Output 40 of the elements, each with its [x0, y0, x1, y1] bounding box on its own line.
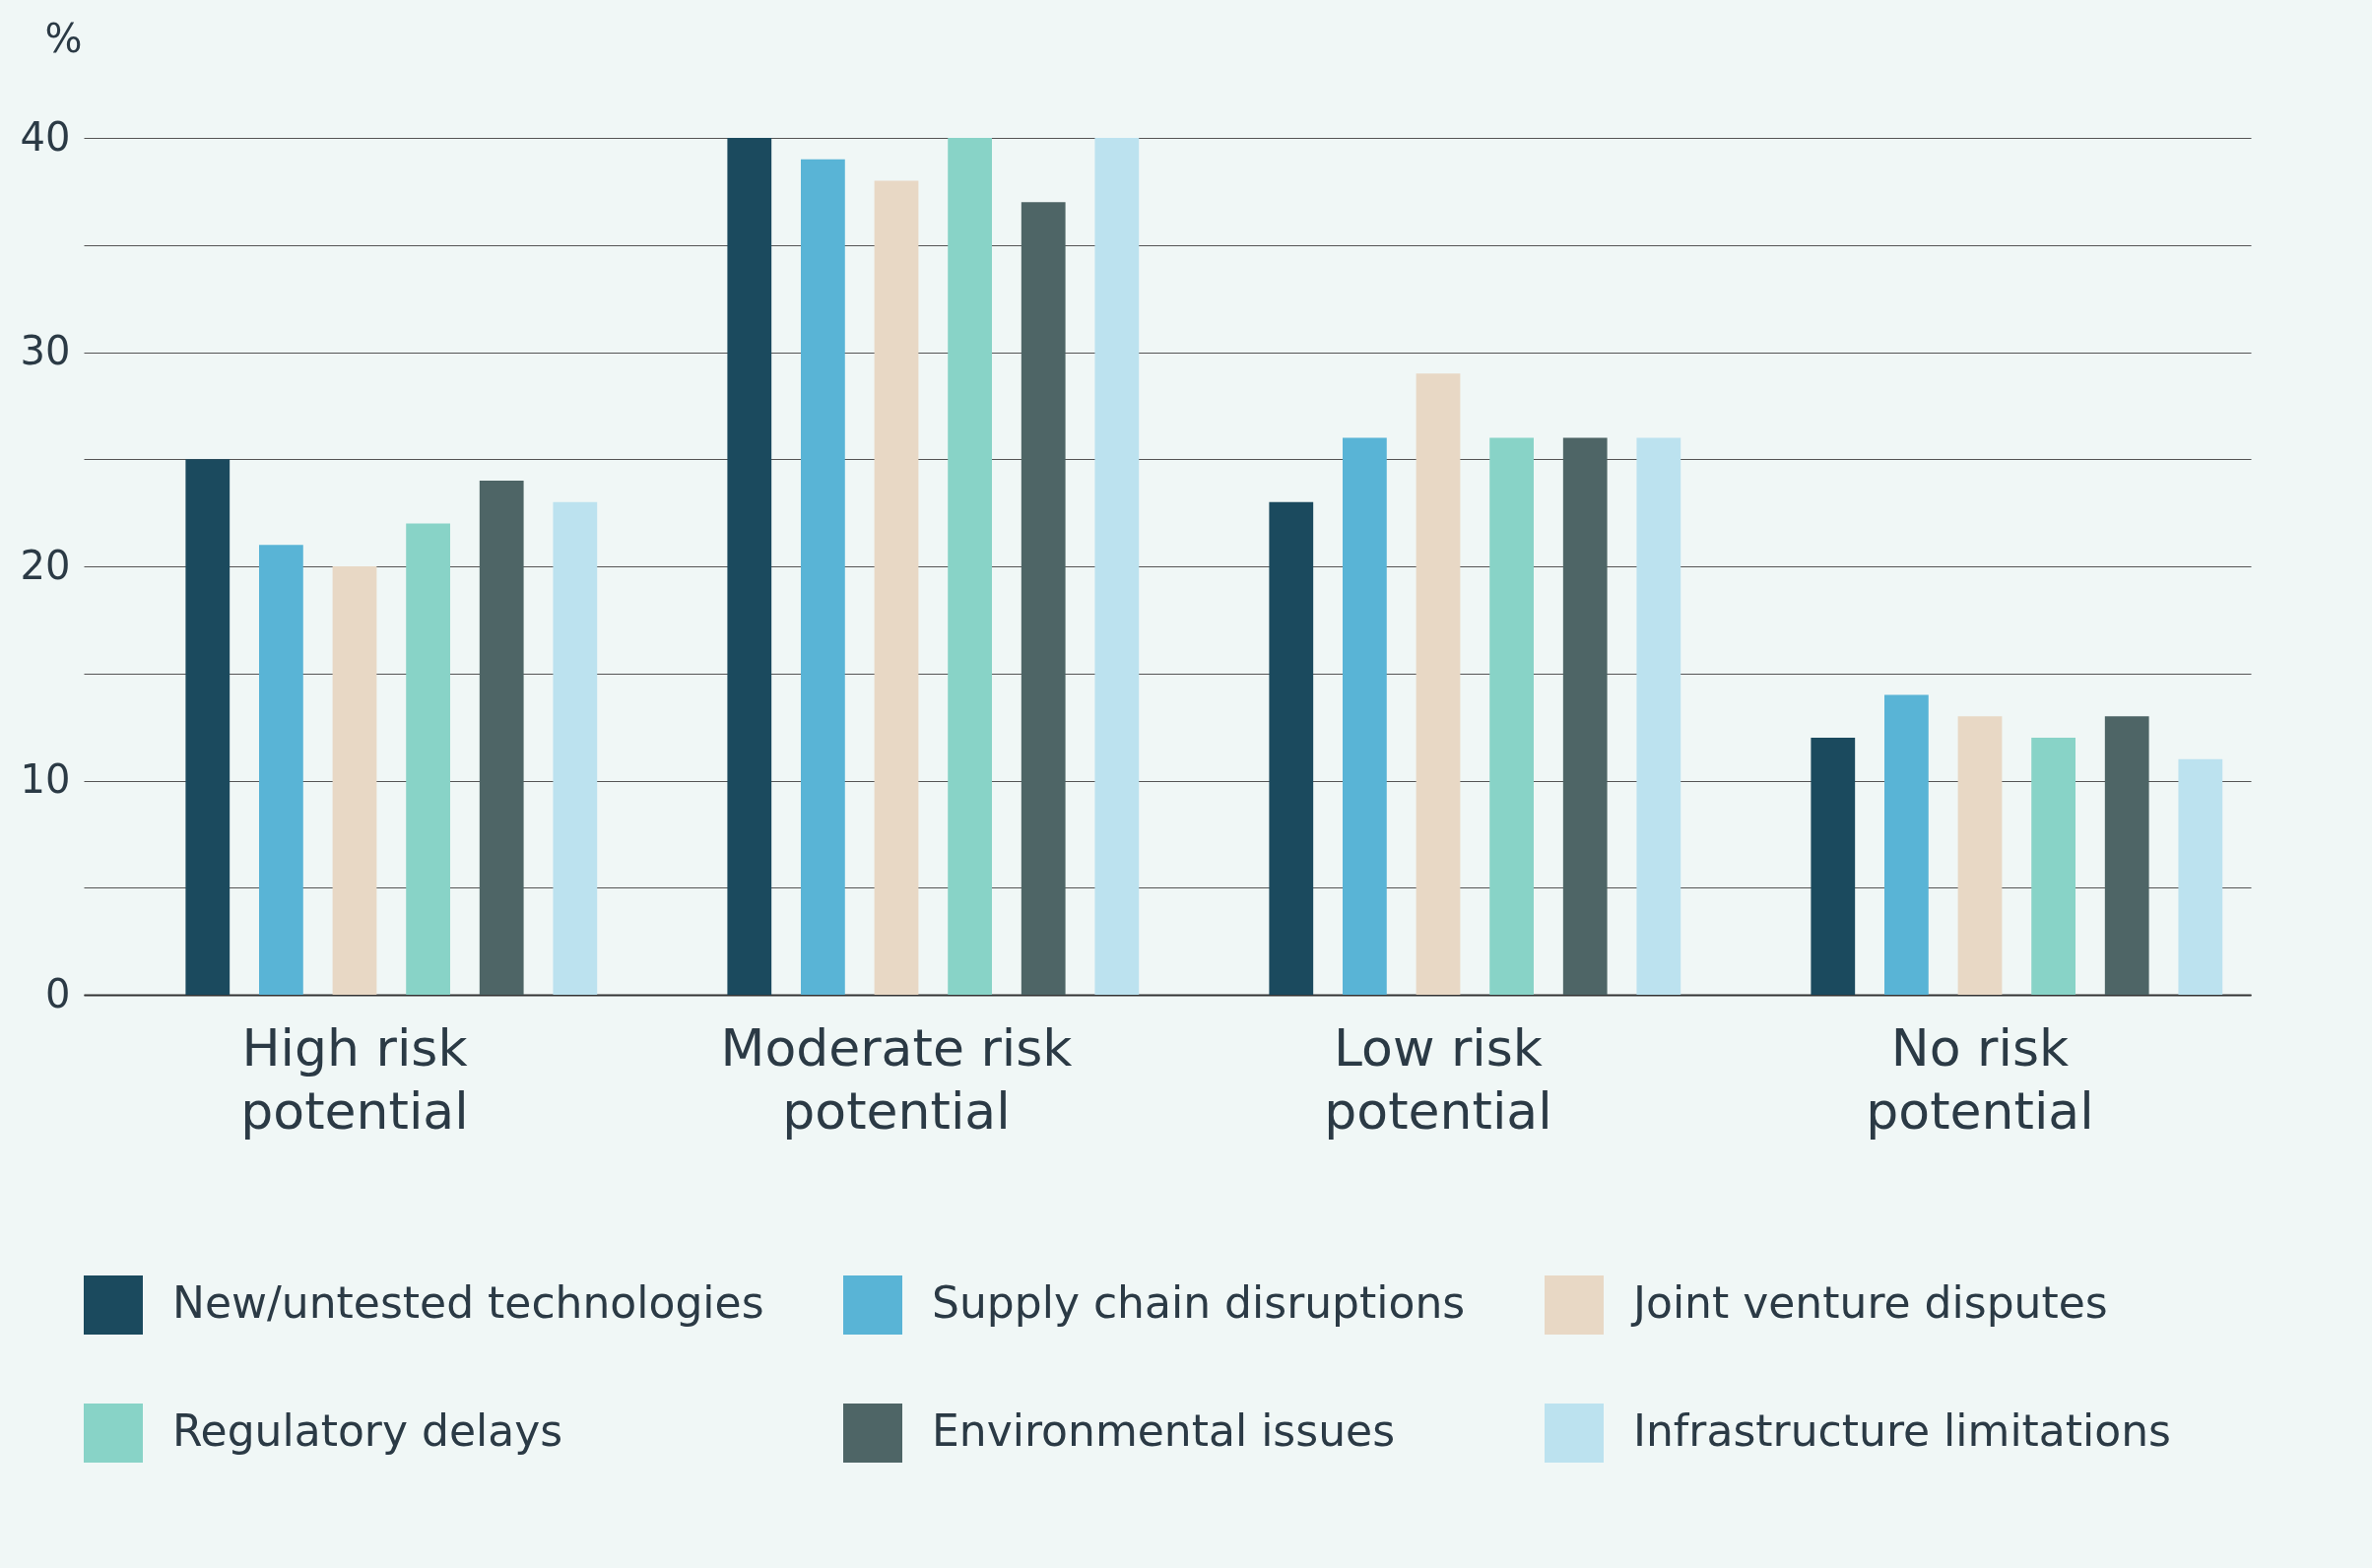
x-tick-label: Low risk potential	[1324, 1017, 1552, 1141]
x-tick-label: No risk potential	[1866, 1017, 2094, 1141]
y-axis-title: %	[44, 15, 83, 61]
bar	[2104, 716, 2149, 995]
bar	[553, 501, 598, 995]
x-tick-label: High risk potential	[240, 1017, 469, 1141]
bar	[406, 523, 450, 995]
y-tick-label: 10	[20, 756, 71, 802]
bar	[2178, 758, 2223, 995]
y-tick-label: 0	[45, 970, 71, 1016]
bar	[1811, 738, 1856, 995]
legend-label: Environmental issues	[932, 1405, 1396, 1456]
bar	[1957, 716, 2003, 995]
y-tick-label: 20	[20, 542, 71, 588]
x-tick-label: Moderate risk potential	[720, 1017, 1073, 1141]
y-tick-label: 40	[20, 113, 71, 160]
legend-label: Joint venture disputes	[1630, 1277, 2108, 1328]
bar	[332, 566, 377, 995]
bar	[1343, 437, 1387, 995]
bar	[801, 159, 845, 995]
bar	[727, 138, 772, 995]
bar	[185, 459, 231, 995]
bar	[874, 180, 919, 995]
bar	[948, 138, 992, 995]
bar	[259, 545, 303, 995]
bar	[1884, 694, 1929, 995]
bar	[1094, 138, 1140, 995]
legend-label: New/untested technologies	[172, 1277, 764, 1328]
bar	[1021, 202, 1066, 995]
bar	[1636, 437, 1681, 995]
legend-label: Regulatory delays	[172, 1405, 563, 1456]
bar	[1416, 373, 1461, 995]
bar	[1562, 437, 1608, 995]
legend-label: Infrastructure limitations	[1633, 1405, 2172, 1456]
y-tick-label: 30	[20, 328, 71, 373]
bar	[479, 481, 524, 995]
bar	[1489, 437, 1534, 995]
legend-label: Supply chain disruptions	[932, 1277, 1466, 1328]
bar	[1269, 501, 1314, 995]
bar	[2031, 738, 2076, 995]
